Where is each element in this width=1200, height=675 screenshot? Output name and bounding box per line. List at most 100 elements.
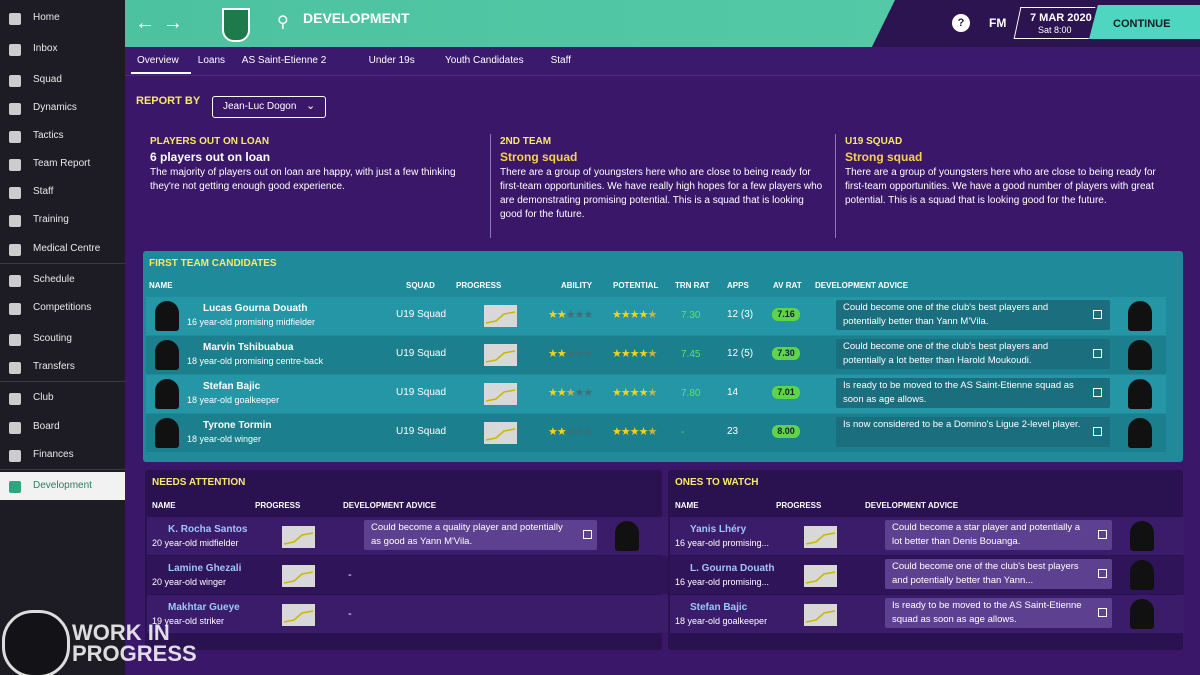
- search-button[interactable]: ⚲: [277, 14, 289, 31]
- sidebar-item[interactable]: Staff: [33, 186, 54, 197]
- column-header[interactable]: TRN RAT: [675, 281, 710, 290]
- player-name[interactable]: Tyrone Tormin: [203, 420, 272, 431]
- column-header[interactable]: NAME: [675, 501, 699, 510]
- column-header[interactable]: POTENTIAL: [613, 281, 659, 290]
- expand-button[interactable]: [1098, 569, 1107, 578]
- progress-graph: [484, 305, 517, 327]
- player-desc: 18 year-old promising centre-back: [187, 356, 324, 366]
- sidebar-item[interactable]: Schedule: [33, 274, 75, 285]
- tab[interactable]: Youth Candidates: [445, 55, 524, 66]
- forward-button[interactable]: →: [163, 12, 183, 34]
- player-name[interactable]: L. Gourna Douath: [690, 563, 775, 574]
- summary-heading[interactable]: U19 SQUAD: [845, 136, 903, 147]
- table-row[interactable]: [147, 556, 669, 594]
- player-name[interactable]: Lucas Gourna Douath: [203, 303, 308, 314]
- column-header[interactable]: APPS: [727, 281, 749, 290]
- tab[interactable]: AS Saint-Etienne 2: [241, 55, 327, 66]
- expand-button[interactable]: [1093, 310, 1102, 319]
- tab[interactable]: Loans: [197, 55, 226, 66]
- column-header[interactable]: PROGRESS: [776, 501, 822, 510]
- sidebar-item[interactable]: Development: [33, 480, 92, 491]
- sidebar-icon: [9, 303, 21, 315]
- sidebar-item[interactable]: Medical Centre: [33, 243, 101, 254]
- player-name[interactable]: Stefan Bajic: [203, 381, 261, 392]
- fm-button[interactable]: FM: [989, 16, 1007, 30]
- squad: U19 Squad: [396, 309, 447, 320]
- ones-to-watch-panel: ONES TO WATCH NAME PROGRESS DEVELOPMENT ADV…: [668, 470, 1184, 650]
- player-name[interactable]: Marvin Tshibuabua: [203, 342, 294, 353]
- expand-button[interactable]: [1093, 427, 1102, 436]
- player-desc: 16 year-old promising midfielder: [187, 317, 316, 327]
- summary-text: There are a group of youngsters here who…: [845, 167, 1156, 206]
- sidebar-item[interactable]: Dynamics: [33, 102, 77, 113]
- column-header[interactable]: NAME: [149, 281, 173, 290]
- column-header[interactable]: PROGRESS: [456, 281, 502, 290]
- sidebar-item[interactable]: Home: [33, 12, 60, 23]
- star: ★: [620, 387, 631, 399]
- page-title: DEVELOPMENT: [303, 10, 410, 26]
- expand-button[interactable]: [1093, 349, 1102, 358]
- advice-box: [364, 520, 597, 550]
- column-header[interactable]: PROGRESS: [255, 501, 301, 510]
- report-by-select[interactable]: [212, 96, 326, 118]
- player-avatar: [155, 340, 179, 370]
- player-name[interactable]: Stefan Bajic: [690, 602, 748, 613]
- development-advice: -: [348, 569, 352, 581]
- sidebar-item[interactable]: Scouting: [33, 333, 72, 344]
- player-name[interactable]: Lamine Ghezali: [168, 563, 242, 574]
- average-rating: 8.00: [772, 425, 800, 438]
- sidebar-item[interactable]: Tactics: [33, 130, 64, 141]
- top-bar: ← → ⚲ DEVELOPMENT ? FM 7 MAR 2020 Sat 8:…: [125, 0, 1200, 47]
- club-badge[interactable]: [222, 8, 250, 42]
- player-name[interactable]: K. Rocha Santos: [168, 524, 248, 535]
- expand-button[interactable]: [1098, 530, 1107, 539]
- back-button[interactable]: ←: [135, 12, 155, 34]
- development-advice: Is ready to be moved to the AS Saint-Eti…: [892, 600, 1082, 625]
- tab[interactable]: Under 19s: [368, 55, 415, 66]
- player-avatar: [1130, 560, 1154, 590]
- sidebar-item[interactable]: Transfers: [33, 361, 75, 372]
- average-rating: 7.16: [772, 308, 800, 321]
- player-avatar: [155, 418, 179, 448]
- player-name[interactable]: Yanis Lhéry: [690, 524, 747, 535]
- summary-heading[interactable]: 2ND TEAM: [500, 136, 552, 147]
- summary-heading[interactable]: PLAYERS OUT ON LOAN: [150, 136, 270, 147]
- player-desc: 18 year-old goalkeeper: [675, 616, 768, 626]
- column-header[interactable]: DEVELOPMENT ADVICE: [815, 281, 909, 290]
- expand-button[interactable]: [1093, 388, 1102, 397]
- sidebar-item[interactable]: Training: [33, 214, 69, 225]
- player-name[interactable]: Makhtar Gueye: [168, 602, 240, 613]
- report-by-value[interactable]: Jean-Luc Dogon: [223, 101, 297, 112]
- expand-button[interactable]: [1098, 608, 1107, 617]
- squad: U19 Squad: [396, 348, 447, 359]
- sidebar-item[interactable]: Finances: [33, 449, 74, 460]
- tab[interactable]: Staff: [550, 55, 571, 66]
- sidebar-item[interactable]: Inbox: [33, 43, 58, 54]
- summary-divider: [835, 134, 836, 238]
- progress-graph: [282, 604, 315, 626]
- column-header[interactable]: DEVELOPMENT ADVICE: [343, 501, 437, 510]
- sidebar-item[interactable]: Competitions: [33, 302, 92, 313]
- help-button[interactable]: ?: [952, 14, 970, 32]
- sidebar-item[interactable]: Club: [33, 392, 54, 403]
- continue-label[interactable]: CONTINUE: [1113, 18, 1171, 30]
- sidebar-item[interactable]: Board: [33, 421, 60, 432]
- progress-line: [485, 389, 516, 402]
- star: ★: [612, 426, 622, 438]
- progress-line: [485, 428, 516, 441]
- tab[interactable]: Overview: [137, 55, 179, 66]
- sidebar-item[interactable]: Squad: [33, 74, 62, 85]
- continue-button[interactable]: [1089, 5, 1200, 39]
- expand-button[interactable]: [583, 530, 592, 539]
- sidebar-item[interactable]: Team Report: [33, 158, 91, 169]
- sidebar-icon: [9, 75, 21, 87]
- column-header[interactable]: SQUAD: [406, 281, 435, 290]
- column-header[interactable]: AV RAT: [773, 281, 802, 290]
- column-header[interactable]: DEVELOPMENT ADVICE: [865, 501, 959, 510]
- table-row[interactable]: [147, 595, 669, 633]
- player-avatar: [1128, 418, 1152, 448]
- panel-title: ONES TO WATCH: [675, 477, 759, 488]
- column-header[interactable]: NAME: [152, 501, 176, 510]
- sidebar-divider: [0, 381, 125, 382]
- column-header[interactable]: ABILITY: [561, 281, 593, 290]
